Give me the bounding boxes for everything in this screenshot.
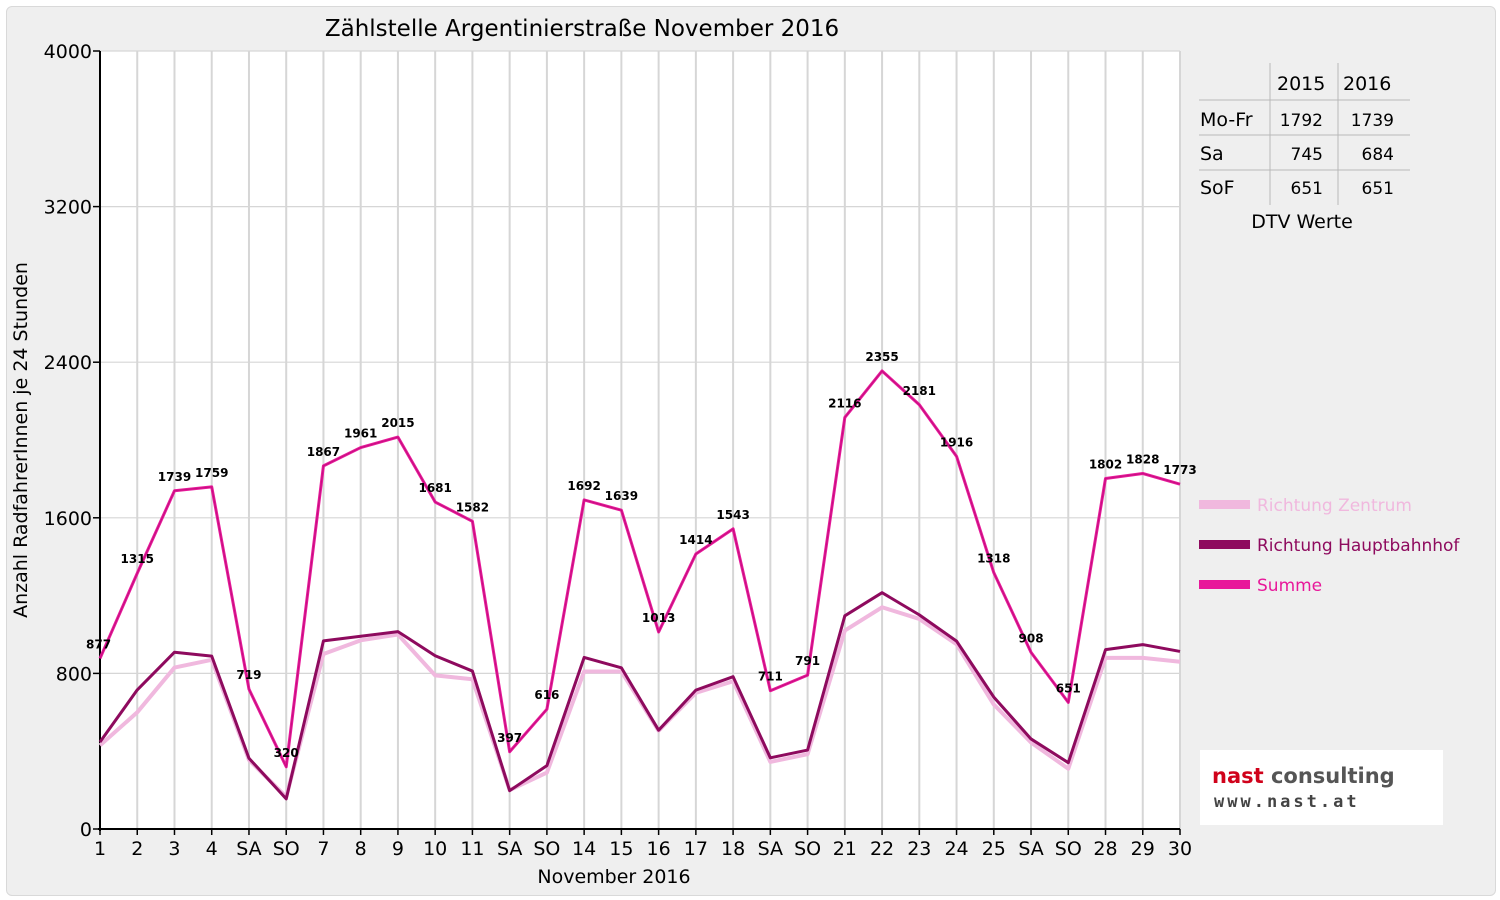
x-tick-label: 16 bbox=[647, 838, 671, 860]
data-label: 1961 bbox=[344, 427, 377, 441]
x-tick-label: 18 bbox=[721, 838, 745, 860]
table-column-header: 2015 bbox=[1277, 73, 1325, 95]
data-label: 1759 bbox=[195, 466, 228, 480]
data-label: 711 bbox=[758, 670, 783, 684]
data-label: 2355 bbox=[865, 350, 898, 364]
x-tick-label: 22 bbox=[870, 838, 894, 860]
y-axis-label: Anzahl RadfahrerInnen je 24 Stunden bbox=[10, 262, 32, 618]
plot-area bbox=[100, 51, 1180, 829]
data-label: 1681 bbox=[418, 481, 451, 495]
y-tick-label: 2400 bbox=[44, 352, 92, 374]
x-tick-label: SO bbox=[273, 838, 300, 860]
data-label: 1639 bbox=[605, 489, 638, 503]
y-tick-label: 1600 bbox=[44, 508, 92, 530]
table-cell: 745 bbox=[1291, 145, 1323, 165]
x-tick-label: 1 bbox=[94, 838, 106, 860]
x-tick-label: 10 bbox=[423, 838, 447, 860]
legend-label: Richtung Hauptbahnhof bbox=[1257, 536, 1460, 556]
x-axis-label: November 2016 bbox=[537, 866, 690, 888]
data-label: 651 bbox=[1056, 681, 1081, 695]
data-label: 1739 bbox=[158, 470, 191, 484]
x-tick-label: 15 bbox=[609, 838, 633, 860]
legend-swatch bbox=[1199, 580, 1250, 589]
data-label: 1867 bbox=[307, 445, 340, 459]
logo-name: nast consulting bbox=[1212, 764, 1395, 788]
data-label: 1828 bbox=[1126, 452, 1159, 466]
data-label: 2181 bbox=[903, 384, 936, 398]
legend-label: Richtung Zentrum bbox=[1257, 496, 1412, 516]
x-tick-label: 14 bbox=[572, 838, 596, 860]
data-label: 1582 bbox=[456, 500, 489, 514]
data-label: 1802 bbox=[1089, 458, 1122, 472]
x-tick-label: 4 bbox=[206, 838, 218, 860]
x-tick-label: SO bbox=[1055, 838, 1082, 860]
legend-swatch bbox=[1199, 500, 1250, 509]
x-tick-label: SA bbox=[236, 838, 261, 860]
data-label: 1318 bbox=[977, 552, 1010, 566]
x-tick-label: 9 bbox=[392, 838, 404, 860]
legend-label: Summe bbox=[1257, 576, 1322, 596]
table-cell: 1792 bbox=[1280, 111, 1323, 131]
series-line-2-core bbox=[99, 370, 1181, 769]
x-tick-label: SA bbox=[497, 838, 522, 860]
x-tick-label: SO bbox=[794, 838, 821, 860]
chart-title: Zählstelle Argentinierstraße November 20… bbox=[325, 16, 839, 42]
x-tick-label: 2 bbox=[131, 838, 143, 860]
y-tick-label: 800 bbox=[56, 663, 92, 685]
logo: nast consulting www.nast.at bbox=[1200, 750, 1443, 825]
x-tick-label: 23 bbox=[907, 838, 931, 860]
series-line-1 bbox=[98, 591, 1181, 801]
data-label: 1543 bbox=[716, 508, 749, 522]
data-label: 2116 bbox=[828, 396, 861, 410]
data-label: 719 bbox=[236, 668, 261, 682]
logo-name-part1: nast bbox=[1212, 764, 1264, 788]
logo-name-part2: consulting bbox=[1263, 764, 1395, 788]
legend-swatch bbox=[1199, 540, 1250, 549]
x-tick-label: 29 bbox=[1131, 838, 1155, 860]
x-tick-label: SO bbox=[533, 838, 560, 860]
data-label: 616 bbox=[534, 688, 559, 702]
y-tick-label: 0 bbox=[80, 819, 92, 841]
table-cell: 651 bbox=[1291, 179, 1323, 199]
x-tick-label: 11 bbox=[460, 838, 484, 860]
x-tick-label: 30 bbox=[1168, 838, 1192, 860]
table-row-label: Sa bbox=[1200, 143, 1224, 165]
table-column-header: 2016 bbox=[1343, 73, 1391, 95]
x-tick-label: 24 bbox=[944, 838, 968, 860]
data-label: 1692 bbox=[567, 479, 600, 493]
x-tick-label: 21 bbox=[833, 838, 857, 860]
table-cell: 684 bbox=[1362, 145, 1394, 165]
data-label: 1916 bbox=[940, 435, 973, 449]
x-tick-label: SA bbox=[1018, 838, 1043, 860]
data-label: 908 bbox=[1019, 631, 1044, 645]
logo-url: www.nast.at bbox=[1214, 792, 1360, 812]
data-label: 1414 bbox=[679, 533, 712, 547]
y-tick-label: 3200 bbox=[44, 197, 92, 219]
table-cell: 1739 bbox=[1351, 111, 1394, 131]
x-tick-label: 25 bbox=[982, 838, 1006, 860]
x-tick-label: 7 bbox=[317, 838, 329, 860]
table-row-label: SoF bbox=[1200, 177, 1235, 199]
data-label: 2015 bbox=[381, 416, 414, 430]
data-label: 1773 bbox=[1163, 463, 1196, 477]
data-label: 1013 bbox=[642, 611, 675, 625]
y-tick-label: 4000 bbox=[44, 41, 92, 63]
table-row-label: Mo-Fr bbox=[1200, 109, 1253, 131]
table-caption: DTV Werte bbox=[1251, 211, 1353, 233]
x-tick-label: SA bbox=[758, 838, 783, 860]
table-cell: 651 bbox=[1362, 179, 1394, 199]
x-tick-label: 28 bbox=[1093, 838, 1117, 860]
data-label: 1315 bbox=[121, 552, 154, 566]
data-label: 791 bbox=[795, 654, 820, 668]
x-tick-label: 8 bbox=[355, 838, 367, 860]
x-tick-label: 3 bbox=[168, 838, 180, 860]
data-label: 397 bbox=[497, 731, 522, 745]
data-label: 320 bbox=[274, 746, 299, 760]
data-label: 877 bbox=[86, 637, 111, 651]
x-tick-label: 17 bbox=[684, 838, 708, 860]
